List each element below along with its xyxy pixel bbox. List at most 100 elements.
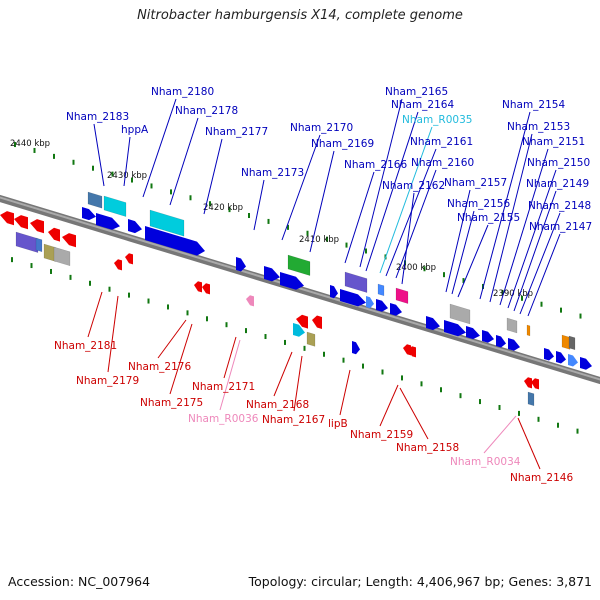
scale-tick [365,248,367,254]
scale-tick [228,207,231,213]
gene-arrow [544,348,554,361]
gene-arrow [508,338,520,351]
leader-line [483,415,517,454]
gene-arrow [580,357,592,370]
gene-box [87,191,103,209]
leader-line [513,190,557,312]
scale-tick [362,363,364,369]
gene-label: lipB [328,418,348,430]
gene-arrow [82,207,96,221]
gene-arrow [128,219,142,234]
gene-arrow [14,215,28,230]
leader-line [107,295,119,373]
topology-summary: Topology: circular; Length: 4,406,967 bp… [248,574,592,589]
leader-line [499,148,549,306]
gene-arrow [48,227,60,242]
lipb-arrow [352,341,360,355]
scale-tick [131,177,133,183]
leader-line [169,323,193,395]
gene-label: Nham_2169 [311,138,374,150]
leader-line [399,387,429,440]
scale-tick [420,381,423,387]
gene-box [526,324,531,337]
gene-box [561,334,571,350]
gene-arrow [403,344,411,356]
leader-line [489,133,533,303]
gene-arrow [62,233,76,248]
scale-tick [579,313,582,319]
scale-tick [170,189,172,195]
gene-label: Nham_2162 [382,180,445,192]
scale-tick [518,410,520,416]
gene-arrow [466,326,480,340]
scale-tick [53,153,55,159]
gene-arrow [340,289,366,307]
scale-tick [498,404,501,410]
scale-label: 2430 kbp [107,171,147,181]
scale-tick [521,295,523,301]
gene-label: Nham_2167 [262,414,325,426]
scale-tick [401,375,403,381]
leader-line [309,150,335,253]
scale-tick [11,257,13,263]
gene-box [449,303,471,325]
scale-tick [111,171,114,177]
scale-tick [89,280,91,286]
scale-tick [147,298,150,304]
gene-arrow [312,315,322,329]
scale-tick [150,183,153,189]
gene-label: Nham_2156 [447,198,510,210]
leader-line [365,111,419,272]
scale-tick [186,310,189,316]
scale-tick [557,422,559,428]
scale-tick [189,195,192,201]
leader-line [93,123,105,187]
gene-label: Nham_2160 [411,157,474,169]
scale-tick [440,387,442,393]
leader-line [142,98,177,198]
scale-label: 2400 kbp [396,263,436,273]
scale-label: 2420 kbp [203,203,243,213]
gene-label: Nham_2147 [529,221,592,233]
scale-tick [14,142,16,148]
scale-tick [69,274,72,280]
gene-label: Nham_2177 [205,126,268,138]
gene-arrow [496,335,506,348]
gene-label: Nham_2181 [54,340,117,352]
scale-tick [225,322,228,328]
gene-label: Nham_2150 [527,157,590,169]
gene-box [35,237,43,253]
gene-arrow [246,295,254,307]
gene-arrow [524,377,532,389]
gene-label: Nham_2154 [502,99,565,111]
gene-label: Nham_2168 [246,399,309,411]
leader-line [359,98,403,268]
gene-label: Nham_2148 [528,200,591,212]
gene-box [103,195,127,217]
leader-line [253,179,265,231]
scale-tick [501,289,504,295]
scale-tick [462,278,465,284]
scale-tick [381,369,384,375]
scale-tick [245,328,247,334]
gene-arrow [366,296,374,309]
scale-label: 2440 kbp [10,139,50,149]
gene-arrow [236,257,246,272]
gene-box [377,283,385,297]
scale-tick [50,268,52,274]
label-leader-lines [87,98,561,470]
gene-arrow [0,211,14,226]
gene-label: Nham_R0035 [402,114,472,126]
gene-arrow [390,303,402,316]
gene-label: Nham_2175 [140,397,203,409]
gene-label: Nham_2155 [457,212,520,224]
gene-label: Nham_2170 [290,122,353,134]
scale-tick [326,236,328,242]
scale-tick [342,357,345,363]
gene-label: Nham_2176 [128,361,191,373]
leader-line [519,212,561,315]
gene-arrow [96,213,120,230]
leader-line [219,339,241,411]
map-title: Nitrobacter hamburgensis X14, complete g… [137,8,463,23]
